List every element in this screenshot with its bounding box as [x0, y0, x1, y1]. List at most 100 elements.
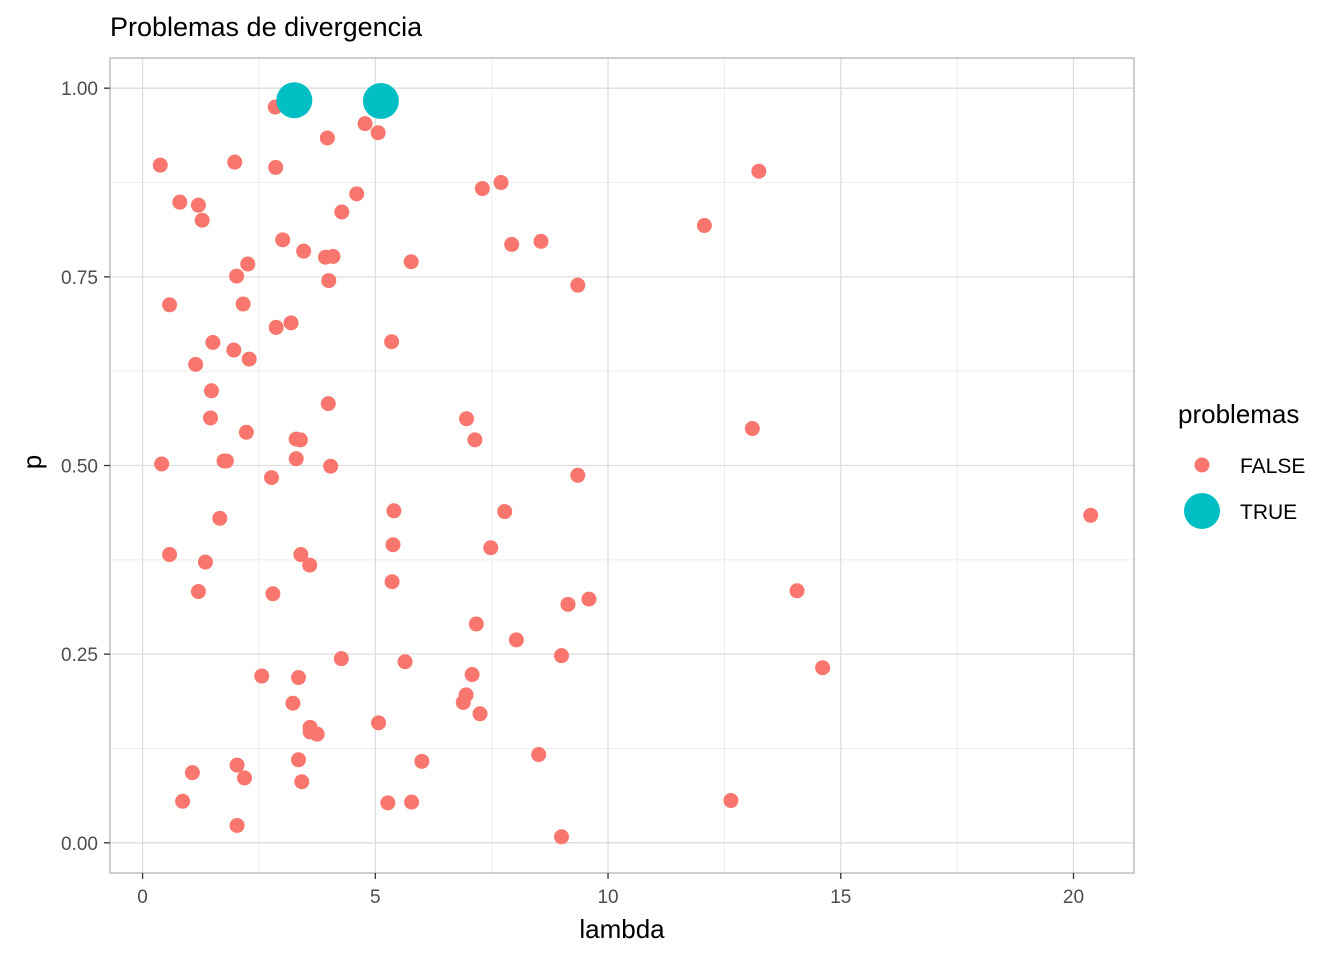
scatter-point-false — [172, 194, 188, 210]
legend-label-false: FALSE — [1240, 455, 1305, 478]
scatter-point-false — [508, 632, 524, 648]
scatter-point-false — [414, 753, 430, 769]
grid — [110, 58, 1134, 873]
scatter-point-false — [384, 334, 400, 350]
scatter-point-false — [229, 817, 245, 833]
scatter-point-false — [152, 157, 168, 173]
scatter-point-false — [205, 334, 221, 350]
scatter-point-false — [404, 794, 420, 810]
scatter-point-false — [292, 432, 308, 448]
scatter-point-false — [291, 752, 307, 768]
legend-label-true: TRUE — [1240, 501, 1297, 524]
scatter-point-false — [325, 248, 341, 264]
y-axis: 0.00 0.25 0.50 0.75 1.00 — [61, 79, 110, 855]
scatter-point-false — [285, 695, 301, 711]
scatter-point-false — [581, 591, 597, 607]
scatter-point-false — [229, 268, 245, 284]
scatter-point-false — [218, 453, 234, 469]
scatter-point-false — [203, 383, 219, 399]
scatter-point-false — [238, 424, 254, 440]
scatter-point-false — [570, 277, 586, 293]
y-tick-label: 0.00 — [61, 834, 98, 855]
scatter-point-false — [184, 765, 200, 781]
scatter-point-false — [227, 154, 243, 170]
scatter-point-false — [1083, 507, 1099, 523]
x-tick-label: 15 — [830, 887, 851, 908]
legend-key-true — [1184, 493, 1220, 529]
scatter-point-false — [265, 586, 281, 602]
scatter-point-false — [483, 540, 499, 556]
scatter-point-true — [362, 83, 399, 120]
scatter-point-false — [789, 583, 805, 599]
scatter-point-false — [385, 537, 401, 553]
scatter-point-false — [212, 510, 228, 526]
scatter-point-false — [229, 757, 245, 773]
scatter-point-false — [474, 181, 490, 197]
y-tick-label: 0.75 — [61, 268, 98, 289]
y-tick-label: 1.00 — [61, 79, 98, 100]
scatter-point-false — [240, 256, 256, 272]
scatter-point-false — [188, 356, 204, 372]
scatter-point-false — [309, 726, 325, 742]
scatter-point-false — [744, 421, 760, 437]
scatter-point-false — [560, 596, 576, 612]
scatter-point-false — [283, 315, 299, 331]
scatter-point-false — [696, 218, 712, 234]
scatter-point-false — [504, 236, 520, 252]
x-tick-label: 0 — [137, 887, 148, 908]
x-axis: 0 5 10 15 20 — [137, 873, 1084, 908]
scatter-point-false — [468, 616, 484, 632]
legend-title: problemas — [1178, 399, 1299, 429]
scatter-point-false — [190, 197, 206, 213]
scatter-point-false — [493, 175, 509, 191]
scatter-point-false — [553, 648, 569, 664]
scatter-point-false — [203, 410, 219, 426]
scatter-point-false — [723, 793, 739, 809]
scatter-point-false — [349, 186, 365, 202]
scatter-point-false — [175, 793, 191, 809]
scatter-point-false — [397, 654, 413, 670]
scatter-point-false — [333, 651, 349, 667]
scatter-point-false — [254, 668, 270, 684]
scatter-point-false — [268, 159, 284, 175]
scatter-point-false — [455, 694, 471, 710]
scatter-point-false — [197, 554, 213, 570]
scatter-point-false — [190, 584, 206, 600]
scatter-point-true — [276, 82, 313, 119]
scatter-point-false — [553, 829, 569, 845]
legend: problemas FALSE TRUE — [1178, 399, 1305, 529]
scatter-point-false — [226, 342, 242, 358]
scatter-point-false — [194, 212, 210, 228]
scatter-point-false — [357, 116, 373, 132]
scatter-point-false — [319, 130, 335, 146]
scatter-point-false — [459, 411, 475, 427]
scatter-point-false — [235, 296, 251, 312]
scatter-point-false — [154, 456, 170, 472]
scatter-point-false — [386, 503, 402, 519]
scatter-point-false — [531, 747, 547, 763]
scatter-point-false — [497, 504, 513, 520]
scatter-point-false — [162, 547, 178, 563]
scatter-point-false — [302, 557, 318, 573]
scatter-point-false — [275, 232, 291, 248]
scatter-point-false — [371, 715, 387, 731]
scatter-point-false — [380, 795, 396, 811]
scatter-point-false — [293, 547, 309, 563]
scatter-point-false — [370, 125, 386, 141]
scatter-point-false — [321, 273, 337, 289]
scatter-point-false — [464, 667, 480, 683]
y-axis-title: p — [17, 455, 47, 469]
x-axis-title: lambda — [579, 914, 665, 944]
scatter-point-false — [162, 297, 178, 313]
scatter-point-false — [241, 351, 257, 367]
x-tick-label: 10 — [597, 887, 618, 908]
scatter-point-false — [288, 451, 304, 467]
scatter-point-false — [403, 254, 419, 270]
scatter-point-false — [320, 396, 336, 412]
scatter-point-false — [334, 204, 350, 220]
scatter-point-false — [296, 243, 312, 259]
y-tick-label: 0.50 — [61, 457, 98, 478]
scatter-point-false — [237, 770, 253, 786]
